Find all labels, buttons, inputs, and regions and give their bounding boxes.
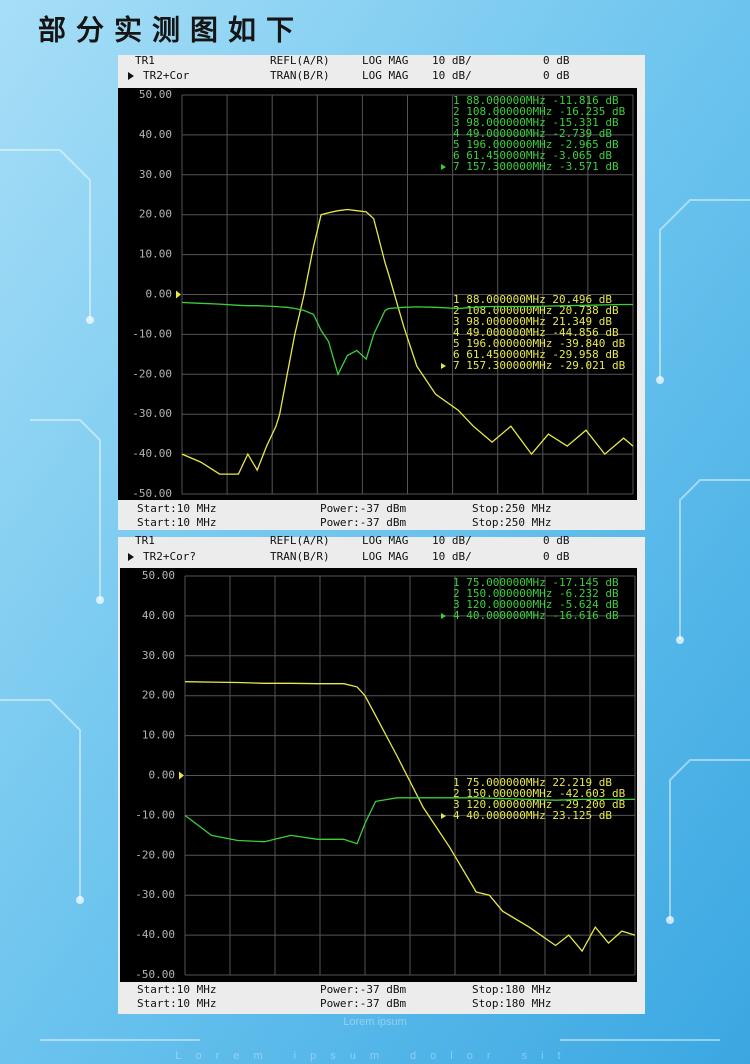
y-tick-label: 50.00: [139, 88, 172, 101]
header-text: LOG MAG: [362, 550, 408, 563]
marker-readout: 4 49.000000MHz -44.856 dB: [453, 326, 619, 339]
marker-readout: 1 75.000000MHz -17.145 dB: [453, 576, 619, 589]
y-tick-label: 50.00: [142, 569, 175, 582]
y-tick-label: -20.00: [132, 367, 172, 380]
marker-readout: 3 120.000000MHz -5.624 dB: [453, 598, 619, 611]
trace: [181, 208, 634, 475]
footer-text: Start:10 MHz: [137, 516, 216, 529]
y-tick-label: -20.00: [135, 848, 175, 861]
footer-text: Power:-37 dBm: [320, 983, 406, 996]
header-text: 0 dB: [543, 550, 570, 563]
trace: [184, 797, 635, 845]
marker-readout: 3 120.000000MHz -29.200 dB: [453, 798, 626, 811]
header-text: REFL(A/R): [270, 534, 330, 547]
marker-readout: 5 196.000000MHz -2.965 dB: [453, 138, 619, 151]
marker-readout: 3 98.000000MHz -15.331 dB: [453, 116, 619, 129]
y-tick-label: 30.00: [142, 649, 175, 662]
marker-readout: 6 61.450000MHz -3.065 dB: [453, 149, 612, 162]
y-tick-label: -50.00: [135, 968, 175, 981]
header-text: LOG MAG: [362, 69, 408, 82]
footer-text: Stop:180 MHz: [472, 983, 551, 996]
marker-readout: 7 157.300000MHz -29.021 dB: [453, 359, 626, 372]
marker-readout: 4 40.000000MHz -16.616 dB: [453, 609, 619, 622]
marker-readout: 4 49.000000MHz -2.739 dB: [453, 127, 612, 140]
y-tick-label: -50.00: [132, 487, 172, 500]
header-text: TR2+Cor?: [143, 550, 196, 563]
y-tick-label: 40.00: [142, 609, 175, 622]
header-text: TRAN(B/R): [270, 550, 330, 563]
header-text: 10 dB/: [432, 54, 472, 67]
circuit-lines: [0, 149, 750, 1041]
reference-marker: [179, 771, 184, 780]
y-tick-label: 40.00: [139, 128, 172, 141]
y-tick-label: -40.00: [135, 928, 175, 941]
footer-text: Power:-37 dBm: [320, 502, 406, 515]
header-text: 10 dB/: [432, 534, 472, 547]
y-tick-label: -10.00: [135, 808, 175, 821]
marker-readout: 5 196.000000MHz -39.840 dB: [453, 337, 626, 350]
active-marker-arrow: [441, 613, 446, 619]
active-trace-arrow: [128, 553, 134, 561]
active-marker-arrow: [441, 363, 446, 369]
y-tick-label: 10.00: [142, 729, 175, 742]
y-tick-label: 0.00: [149, 769, 176, 782]
y-tick-label: -30.00: [135, 888, 175, 901]
watermark-sub: Lorem ipsum dolor sit: [175, 1050, 574, 1062]
reference-marker: [176, 290, 181, 299]
header-text: TR1: [135, 534, 155, 547]
active-trace-arrow: [128, 72, 134, 80]
header-text: TR2+Cor: [143, 69, 190, 82]
header-text: TR1: [135, 54, 155, 67]
active-marker-arrow: [441, 164, 446, 170]
y-tick-label: -40.00: [132, 447, 172, 460]
marker-readout: 7 157.300000MHz -3.571 dB: [453, 160, 619, 173]
marker-readout: 2 150.000000MHz -6.232 dB: [453, 587, 619, 600]
header-text: 0 dB: [543, 534, 570, 547]
marker-readout: 2 108.000000MHz -16.235 dB: [453, 105, 626, 118]
marker-readout: 4 40.000000MHz 23.125 dB: [453, 809, 612, 822]
header-text: LOG MAG: [362, 534, 408, 547]
trace: [181, 301, 633, 377]
marker-readout: 1 88.000000MHz 20.496 dB: [453, 293, 612, 306]
header-text: 0 dB: [543, 69, 570, 82]
marker-readout: 6 61.450000MHz -29.958 dB: [453, 348, 619, 361]
y-tick-label: 30.00: [139, 168, 172, 181]
active-marker-arrow: [441, 813, 446, 819]
y-tick-label: 20.00: [139, 208, 172, 221]
marker-readout: 3 98.000000MHz 21.349 dB: [453, 315, 612, 328]
header-text: 10 dB/: [432, 550, 472, 563]
footer-text: Stop:180 MHz: [472, 997, 551, 1010]
footer-text: Power:-37 dBm: [320, 997, 406, 1010]
header-text: 10 dB/: [432, 69, 472, 82]
marker-readout: 1 88.000000MHz -11.816 dB: [453, 94, 619, 107]
y-tick-label: 20.00: [142, 689, 175, 702]
footer-text: Start:10 MHz: [137, 502, 216, 515]
y-tick-label: 10.00: [139, 248, 172, 261]
footer-text: Stop:250 MHz: [472, 516, 551, 529]
header-text: 0 dB: [543, 54, 570, 67]
header-text: LOG MAG: [362, 54, 408, 67]
y-tick-label: -10.00: [132, 327, 172, 340]
trace: [184, 681, 636, 953]
marker-readout: 1 75.000000MHz 22.219 dB: [453, 776, 612, 789]
watermark: Lorem ipsum: [343, 1016, 407, 1028]
circuit-dots: [76, 316, 684, 924]
marker-readout: 2 108.000000MHz 20.738 dB: [453, 304, 619, 317]
y-tick-label: -30.00: [132, 407, 172, 420]
marker-readout: 2 150.000000MHz -42.603 dB: [453, 787, 626, 800]
footer-text: Start:10 MHz: [137, 997, 216, 1010]
footer-text: Stop:250 MHz: [472, 502, 551, 515]
header-text: REFL(A/R): [270, 54, 330, 67]
page-title: 部分实测图如下: [38, 14, 304, 47]
header-text: TRAN(B/R): [270, 69, 330, 82]
footer-text: Start:10 MHz: [137, 983, 216, 996]
y-tick-label: 0.00: [146, 288, 173, 301]
footer-text: Power:-37 dBm: [320, 516, 406, 529]
